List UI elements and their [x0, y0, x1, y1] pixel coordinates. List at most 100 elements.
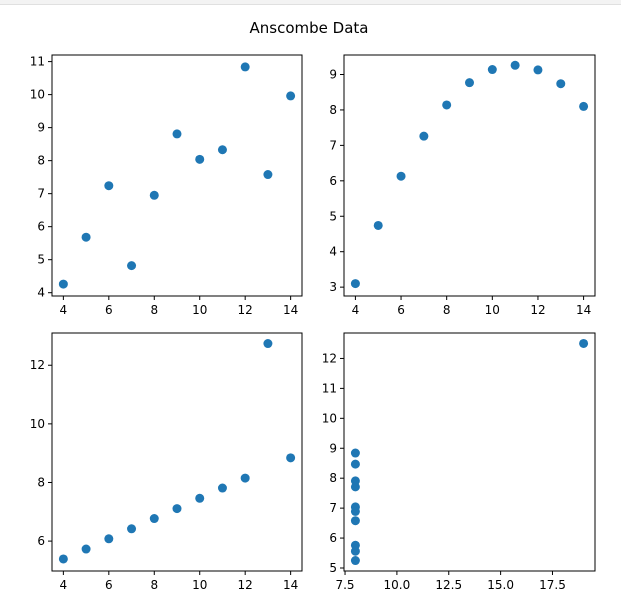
data-point	[58, 554, 68, 564]
x-tick-label: 4	[352, 303, 360, 317]
y-tick-label: 3	[329, 280, 337, 294]
x-tick-label: 8	[150, 578, 158, 592]
x-tick-label: 15.0	[487, 578, 514, 592]
data-point	[350, 459, 360, 469]
y-tick-label: 7	[37, 187, 45, 201]
data-point	[579, 101, 589, 111]
data-point	[81, 544, 91, 554]
x-tick-label: 12	[238, 303, 253, 317]
data-point	[195, 493, 205, 503]
data-point	[579, 338, 589, 348]
axes-frame	[343, 54, 596, 297]
data-point	[149, 190, 159, 200]
x-tick-label: 10	[485, 303, 500, 317]
x-tick-label: 6	[105, 303, 113, 317]
data-point	[127, 524, 137, 534]
data-point	[286, 453, 296, 463]
data-point	[217, 145, 227, 155]
x-tick-label: 4	[60, 303, 68, 317]
y-tick-label: 6	[329, 531, 337, 545]
data-point	[465, 78, 474, 88]
x-tick-label: 8	[443, 303, 451, 317]
data-point	[217, 483, 227, 493]
data-point	[195, 154, 205, 164]
y-tick-label: 6	[37, 534, 45, 548]
data-point	[350, 556, 360, 566]
axes-frame	[343, 332, 596, 572]
subplot-1: 4 6 8 10 12 14 4 5 6 7 8 9 10 11	[30, 54, 303, 317]
x-tick-label: 12	[238, 578, 253, 592]
data-point	[350, 476, 360, 486]
y-tick-label: 7	[329, 501, 337, 515]
y-tick-label: 8	[37, 154, 45, 168]
y-tick-label: 9	[329, 67, 337, 81]
data-point	[487, 65, 497, 75]
data-point	[149, 514, 159, 524]
y-tick-label: 5	[329, 209, 337, 223]
data-point	[286, 91, 296, 101]
y-tick-label: 11	[30, 55, 45, 69]
data-point	[396, 171, 406, 181]
x-tick-label: 7.5	[335, 578, 354, 592]
data-point	[240, 473, 250, 483]
y-tick-label: 10	[30, 417, 45, 431]
data-point	[104, 534, 114, 544]
y-tick-label: 8	[329, 471, 337, 485]
y-tick-label: 9	[37, 121, 45, 135]
data-point	[104, 181, 114, 191]
x-tick-label: 10	[192, 578, 207, 592]
data-point	[350, 279, 360, 289]
x-tick-label: 12	[530, 303, 545, 317]
data-point	[263, 339, 273, 349]
y-tick-label: 12	[322, 351, 337, 365]
data-point	[127, 261, 137, 271]
x-tick-label: 4	[60, 578, 68, 592]
data-point	[510, 60, 520, 70]
x-tick-label: 10	[192, 303, 207, 317]
y-tick-label: 9	[329, 441, 337, 455]
x-tick-label: 14	[283, 578, 298, 592]
data-point	[350, 546, 360, 556]
data-point	[350, 516, 360, 526]
data-point	[263, 170, 273, 180]
data-point	[240, 62, 250, 72]
subplot-3: 4 6 8 10 12 14 6 8 10 12	[30, 332, 303, 592]
data-point	[81, 232, 91, 242]
x-tick-label: 14	[576, 303, 591, 317]
axes-frame	[51, 54, 303, 297]
data-point	[373, 220, 383, 230]
x-tick-label: 6	[397, 303, 405, 317]
y-tick-label: 7	[329, 138, 337, 152]
data-point	[172, 504, 182, 514]
y-tick-label: 8	[329, 103, 337, 117]
x-tick-label: 6	[105, 578, 113, 592]
y-tick-label: 10	[30, 88, 45, 102]
data-point	[350, 448, 360, 458]
data-point	[419, 131, 429, 141]
y-tick-label: 12	[30, 358, 45, 372]
x-tick-label: 12.5	[435, 578, 462, 592]
data-point	[442, 100, 452, 110]
x-tick-label: 10.0	[384, 578, 411, 592]
window-top-bar	[0, 0, 621, 5]
data-point	[350, 506, 360, 516]
y-tick-label: 6	[37, 220, 45, 234]
y-tick-label: 8	[37, 475, 45, 489]
figure-title: Anscombe Data	[249, 19, 369, 37]
data-point	[172, 129, 182, 139]
subplot-2: 4 6 8 10 12 14 3 4 5 6 7 8 9	[329, 54, 596, 317]
data-point	[58, 279, 68, 289]
y-tick-label: 4	[37, 286, 45, 300]
data-point	[533, 65, 543, 75]
subplot-4: 7.5 10.0 12.5 15.0 17.5 5 6 7 8 9 10 11 12	[322, 332, 596, 592]
x-tick-label: 14	[283, 303, 298, 317]
axes-frame	[51, 332, 303, 572]
y-tick-label: 11	[322, 381, 337, 395]
y-tick-label: 4	[329, 245, 337, 259]
y-tick-label: 6	[329, 174, 337, 188]
y-tick-label: 5	[329, 561, 337, 575]
y-tick-label: 5	[37, 253, 45, 267]
x-tick-label: 8	[150, 303, 158, 317]
data-point	[556, 79, 566, 89]
